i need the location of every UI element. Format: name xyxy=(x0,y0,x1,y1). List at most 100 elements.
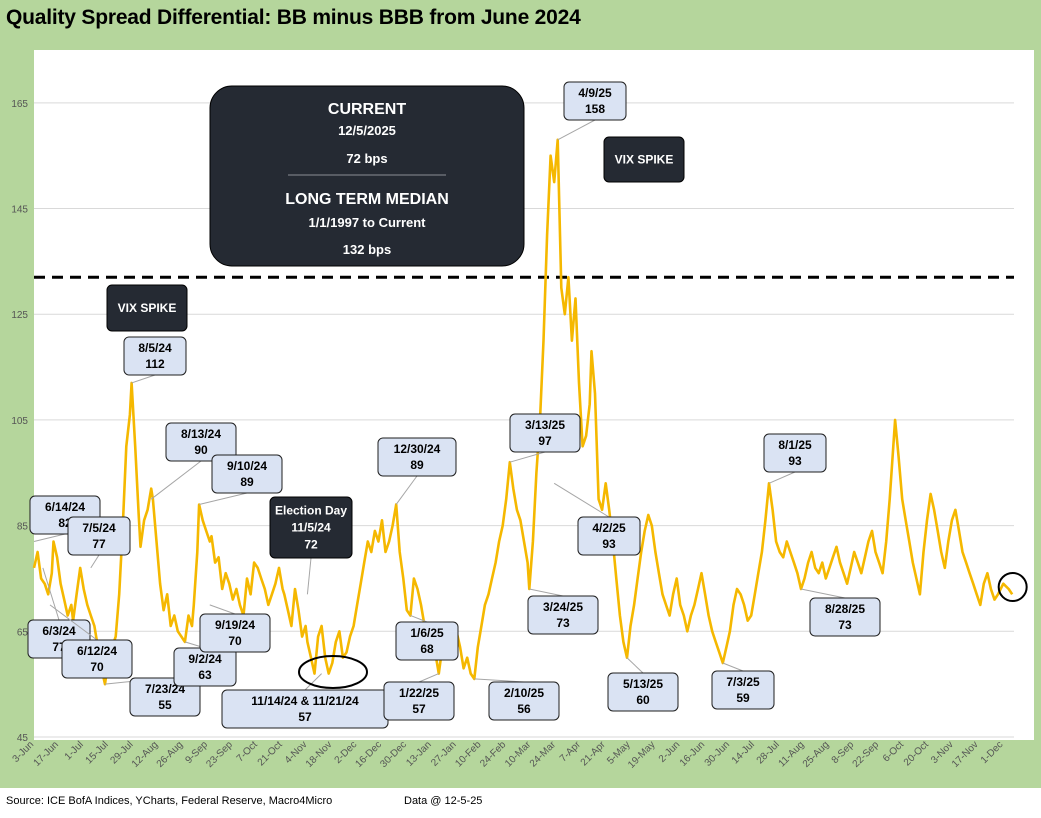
x-tick-label: 17-Jun xyxy=(32,739,61,768)
callout-box xyxy=(123,336,187,376)
callout-value: 63 xyxy=(198,668,212,682)
x-tick-label: 21-Apr xyxy=(579,739,608,768)
callout-date: 6/3/24 xyxy=(42,624,76,638)
callout-box xyxy=(527,595,599,635)
callout-leader xyxy=(800,588,846,599)
callout-leader xyxy=(131,374,156,384)
data-date-note: Data @ 12-5-25 xyxy=(404,795,483,807)
callout-date: 7/23/24 xyxy=(145,682,185,696)
callout-value: 112 xyxy=(145,357,165,371)
x-tick-label: 17-Nov xyxy=(950,739,981,770)
callout-date: 5/13/25 xyxy=(623,677,663,691)
callout-box xyxy=(383,681,455,721)
callout-leader xyxy=(553,482,610,518)
callout-leader xyxy=(49,604,98,641)
callout-leader xyxy=(198,492,248,505)
callout-date: 11/14/24 & 11/21/24 xyxy=(251,694,359,708)
footer xyxy=(0,788,1041,818)
x-tick-label: 13-Jan xyxy=(404,739,433,768)
summary-median-heading: LONG TERM MEDIAN xyxy=(285,191,449,208)
nov-lows-highlight xyxy=(298,655,368,689)
election-day-leader xyxy=(306,557,312,595)
callout-date: 9/2/24 xyxy=(188,652,222,666)
callout-value: 93 xyxy=(602,537,616,551)
current-value-marker xyxy=(997,572,1028,603)
callout-date: 8/5/24 xyxy=(138,341,172,355)
callout-date: 8/13/24 xyxy=(181,427,221,441)
callout-value: 70 xyxy=(90,660,104,674)
callout-leader xyxy=(557,119,596,141)
callout-value: 68 xyxy=(420,642,434,656)
x-tick-label: 30-Dec xyxy=(378,739,409,770)
callout-box xyxy=(67,516,131,556)
summary-current-heading: CURRENT xyxy=(328,101,406,118)
callout-leader xyxy=(395,475,418,505)
callout-value: 77 xyxy=(92,537,106,551)
x-tick-label: 11-Aug xyxy=(777,739,807,769)
callout-box xyxy=(165,422,237,462)
x-tick-label: 21-Oct xyxy=(256,739,285,768)
callout-leader xyxy=(474,678,525,683)
callout-date: 9/10/24 xyxy=(227,459,267,473)
x-tick-label: 20-Oct xyxy=(902,739,931,768)
callout-date: 4/9/25 xyxy=(578,86,612,100)
callout-date: 9/19/24 xyxy=(215,618,255,632)
callout-box xyxy=(211,454,283,494)
callout-leader xyxy=(410,614,428,623)
x-tick-label: 1-Dec xyxy=(979,739,1006,766)
x-tick-label: 25-Aug xyxy=(801,739,832,770)
source-note: Source: ICE BofA Indices, YCharts, Feder… xyxy=(6,795,333,807)
y-tick-label: 65 xyxy=(17,627,29,638)
callout-value: 57 xyxy=(412,702,426,716)
callout-value: 57 xyxy=(298,710,312,724)
callout-box xyxy=(711,670,775,710)
series-line xyxy=(32,138,1014,686)
summary-current-date: 12/5/2025 xyxy=(338,123,396,138)
callout-value: 90 xyxy=(194,443,208,457)
callout-leader xyxy=(304,673,322,691)
callout-value: 60 xyxy=(636,693,650,707)
summary-median-value: 132 bps xyxy=(343,242,391,257)
callout-leader xyxy=(150,460,202,500)
callout-box xyxy=(563,81,627,121)
callout-box xyxy=(763,433,827,473)
callout-value: 55 xyxy=(158,698,172,712)
x-tick-label: 18-Nov xyxy=(304,739,335,770)
x-tick-label: 1-Jul xyxy=(63,739,86,762)
callout-date: 4/2/25 xyxy=(592,521,626,535)
vix-spike-label: VIX SPIKE xyxy=(118,301,177,315)
x-tick-label: 12-Aug xyxy=(130,739,161,770)
callout-date: 2/10/25 xyxy=(504,686,544,700)
callout-box xyxy=(61,639,133,679)
callout-leader xyxy=(529,588,564,597)
x-tick-label: 10-Feb xyxy=(453,739,483,769)
callout-date: 7/3/25 xyxy=(726,675,760,689)
callout-date: 7/5/24 xyxy=(82,521,116,535)
election-day-label: 11/5/24 xyxy=(291,521,331,535)
callout-date: 3/13/25 xyxy=(525,418,565,432)
summary-current-value: 72 bps xyxy=(346,151,387,166)
dark-label-box xyxy=(603,136,685,183)
x-tick-label: 14-Jul xyxy=(730,739,757,766)
x-tick-label: 23-Sep xyxy=(204,739,235,770)
x-tick-label: 22-Sep xyxy=(851,739,882,770)
x-tick-label: 19-May xyxy=(626,739,657,770)
callout-box xyxy=(488,681,560,721)
x-tick-label: 27-Jan xyxy=(429,739,458,768)
y-tick-label: 105 xyxy=(11,416,28,427)
x-tick-label: 16-Jun xyxy=(678,739,707,768)
callout-date: 8/28/25 xyxy=(825,602,865,616)
callout-box xyxy=(377,437,457,477)
x-tick-label: 24-Mar xyxy=(528,739,559,770)
callout-date: 1/6/25 xyxy=(410,626,444,640)
y-tick-label: 45 xyxy=(17,733,29,744)
callout-leader xyxy=(42,567,60,621)
y-tick-label: 145 xyxy=(11,205,28,216)
callout-value: 93 xyxy=(788,454,802,468)
callout-value: 89 xyxy=(240,475,254,489)
callout-date: 12/30/24 xyxy=(394,442,441,456)
vix-spike-label: VIX SPIKE xyxy=(615,153,674,167)
callout-date: 6/14/24 xyxy=(45,500,85,514)
callout-box xyxy=(199,613,271,653)
